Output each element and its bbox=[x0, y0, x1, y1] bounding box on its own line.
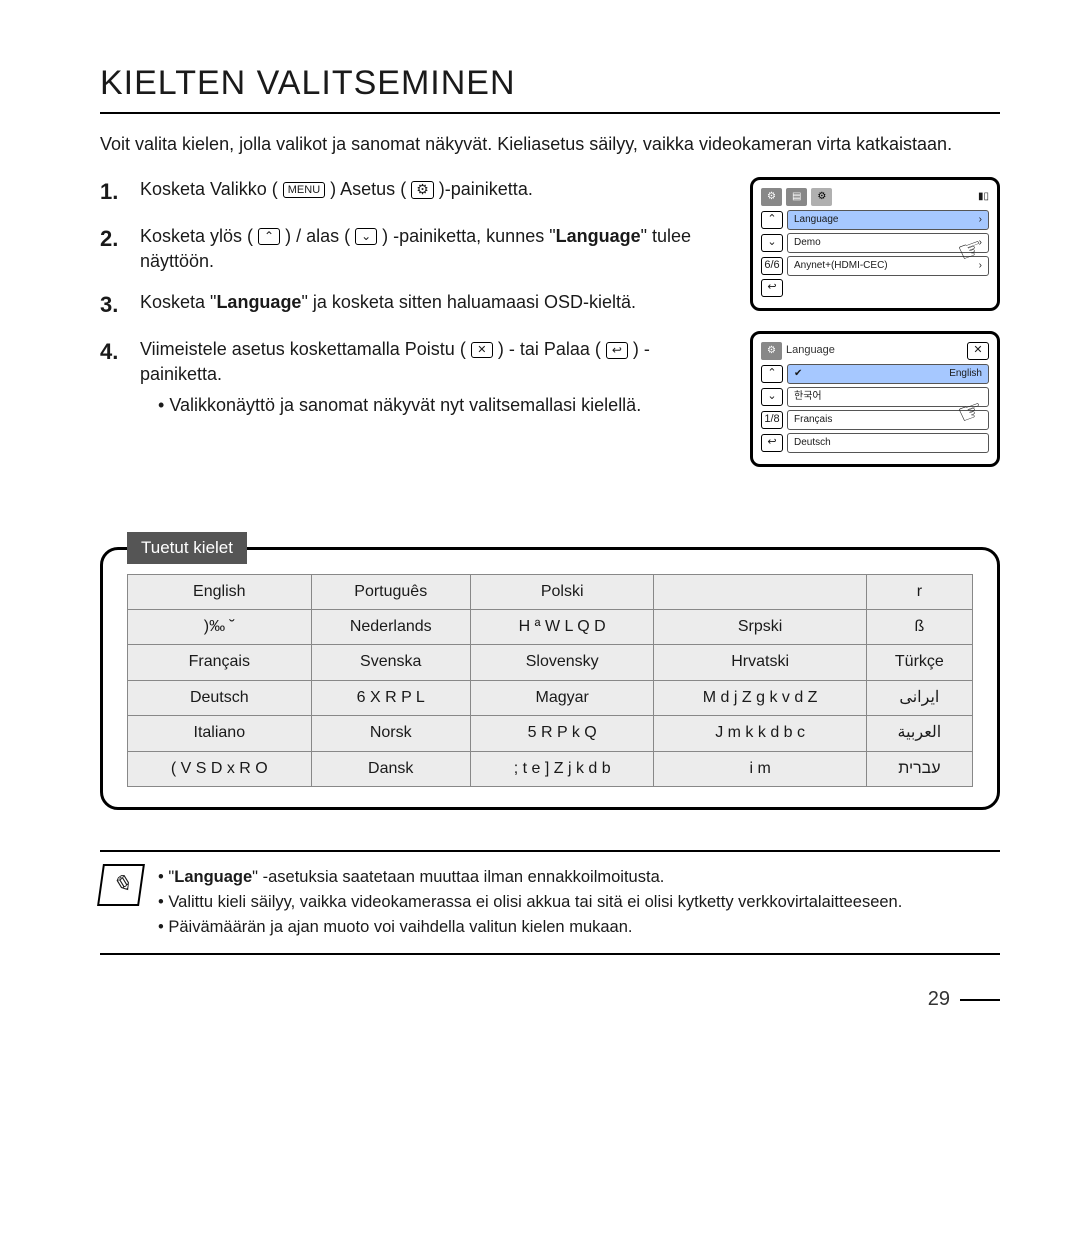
step-num: 4. bbox=[100, 337, 126, 419]
step-text: ) - tai Palaa ( bbox=[498, 339, 601, 359]
step-text: Kosketa ylös ( bbox=[140, 226, 253, 246]
close-icon bbox=[471, 342, 493, 358]
step-text: ) -painiketta, kunnes " bbox=[382, 226, 555, 246]
tab-icon: ⚙ bbox=[761, 188, 782, 206]
step-2: 2. Kosketa ylös ( ) / alas ( ) -painiket… bbox=[100, 224, 720, 274]
gear-icon bbox=[411, 181, 434, 199]
step-3: 3. Kosketa "Language" ja kosketa sitten … bbox=[100, 290, 720, 321]
note-item: "Language" -asetuksia saatetaan muuttaa … bbox=[158, 866, 1000, 889]
supported-languages-box: Tuetut kielet EnglishPortuguêsPolskir)‰ … bbox=[100, 547, 1000, 810]
language-cell: J m k k d b c bbox=[654, 716, 866, 751]
language-cell: ایرانی bbox=[866, 680, 972, 715]
language-cell: ; t e ] Z j k d b bbox=[470, 751, 654, 786]
supported-languages-tab: Tuetut kielet bbox=[127, 532, 247, 564]
menu-item-anynet[interactable]: Anynet+(HDMI-CEC)› bbox=[787, 256, 989, 276]
battery-icon: ▮▯ bbox=[978, 190, 989, 204]
note-item: Valittu kieli säilyy, vaikka videokamera… bbox=[158, 891, 1000, 914]
language-cell: Magyar bbox=[470, 680, 654, 715]
language-cell bbox=[654, 574, 866, 609]
language-cell: r bbox=[866, 574, 972, 609]
step-num: 3. bbox=[100, 290, 126, 321]
page-indicator: 6/6 bbox=[761, 257, 783, 275]
menu-icon: MENU bbox=[283, 182, 325, 198]
language-cell: ( V S D x R O bbox=[128, 751, 312, 786]
lang-option-english[interactable]: ✔English bbox=[787, 364, 989, 384]
language-cell: Polski bbox=[470, 574, 654, 609]
step-bold: Language bbox=[556, 226, 641, 246]
language-cell: Deutsch bbox=[128, 680, 312, 715]
language-cell: H ª W L Q D bbox=[470, 609, 654, 644]
up-button[interactable]: ⌃ bbox=[761, 211, 783, 229]
screen-language: ⚙ Language ✕ ⌃ ✔English ⌄ 한국어 1/8 França… bbox=[750, 331, 1000, 467]
back-icon bbox=[606, 342, 628, 359]
language-cell: Norsk bbox=[311, 716, 470, 751]
screen-illustrations: ⚙ ▤ ⚙ ▮▯ ⌃ Language› ⌄ Demo› 6/6 Anynet+… bbox=[750, 177, 1000, 467]
step-text: )-painiketta. bbox=[439, 179, 533, 199]
step-text: Viimeistele asetus koskettamalla Poistu … bbox=[140, 339, 466, 359]
step-text: Kosketa Valikko ( bbox=[140, 179, 278, 199]
page-number: 29 bbox=[100, 985, 1000, 1013]
step-4: 4. Viimeistele asetus koskettamalla Pois… bbox=[100, 337, 720, 419]
intro-text: Voit valita kielen, jolla valikot ja san… bbox=[100, 132, 1000, 157]
menu-item-language[interactable]: Language› bbox=[787, 210, 989, 230]
step-1: 1. Kosketa Valikko ( MENU ) Asetus ( )-p… bbox=[100, 177, 720, 208]
language-cell: עברית bbox=[866, 751, 972, 786]
language-cell: Hrvatski bbox=[654, 645, 866, 680]
notes-section: ✎ "Language" -asetuksia saatetaan muutta… bbox=[100, 850, 1000, 955]
down-button[interactable]: ⌄ bbox=[761, 388, 783, 406]
step-text: ) / alas ( bbox=[285, 226, 350, 246]
language-cell: Srpski bbox=[654, 609, 866, 644]
language-cell: 6 X R P L bbox=[311, 680, 470, 715]
language-cell: Slovensky bbox=[470, 645, 654, 680]
up-icon bbox=[258, 228, 280, 245]
language-cell: العربية bbox=[866, 716, 972, 751]
language-table: EnglishPortuguêsPolski r )‰ ˘NederlandsH ª… bbox=[127, 574, 973, 787]
step-text: Kosketa " bbox=[140, 292, 216, 312]
step-sub: Valikkonäyttö ja sanomat näkyvät nyt val… bbox=[158, 393, 720, 418]
language-cell: ß bbox=[866, 609, 972, 644]
language-cell: Dansk bbox=[311, 751, 470, 786]
language-cell: Português bbox=[311, 574, 470, 609]
tab-icon: ▤ bbox=[786, 188, 807, 206]
steps-list: 1. Kosketa Valikko ( MENU ) Asetus ( )-p… bbox=[100, 177, 720, 467]
language-cell: English bbox=[128, 574, 312, 609]
language-cell: )‰ ˘ bbox=[128, 609, 312, 644]
note-item: Päivämäärän ja ajan muoto voi vaihdella … bbox=[158, 916, 1000, 939]
language-cell: i m bbox=[654, 751, 866, 786]
down-button[interactable]: ⌄ bbox=[761, 234, 783, 252]
step-text: ) Asetus ( bbox=[330, 179, 406, 199]
language-cell: Italiano bbox=[128, 716, 312, 751]
note-icon: ✎ bbox=[97, 864, 145, 906]
back-button[interactable]: ↩ bbox=[761, 434, 783, 452]
screen-title: Language bbox=[786, 343, 835, 358]
page-indicator: 1/8 bbox=[761, 411, 783, 429]
step-text: " ja kosketa sitten haluamaasi OSD-kielt… bbox=[301, 292, 636, 312]
screen-settings: ⚙ ▤ ⚙ ▮▯ ⌃ Language› ⌄ Demo› 6/6 Anynet+… bbox=[750, 177, 1000, 311]
language-cell: Svenska bbox=[311, 645, 470, 680]
language-cell: Nederlands bbox=[311, 609, 470, 644]
step-bold: Language bbox=[216, 292, 301, 312]
up-button[interactable]: ⌃ bbox=[761, 365, 783, 383]
language-cell: Türkçe bbox=[866, 645, 972, 680]
close-button[interactable]: ✕ bbox=[967, 342, 989, 360]
step-num: 2. bbox=[100, 224, 126, 274]
down-icon bbox=[355, 228, 377, 245]
language-cell: Français bbox=[128, 645, 312, 680]
gear-icon: ⚙ bbox=[761, 342, 782, 360]
language-cell: M d j Z g k v d Z bbox=[654, 680, 866, 715]
step-num: 1. bbox=[100, 177, 126, 208]
page-title: KIELTEN VALITSEMINEN bbox=[100, 60, 1000, 114]
back-button[interactable]: ↩ bbox=[761, 279, 783, 297]
tab-icon: ⚙ bbox=[811, 188, 832, 206]
language-cell: 5 R P k Q bbox=[470, 716, 654, 751]
lang-option-deutsch[interactable]: Deutsch bbox=[787, 433, 989, 453]
